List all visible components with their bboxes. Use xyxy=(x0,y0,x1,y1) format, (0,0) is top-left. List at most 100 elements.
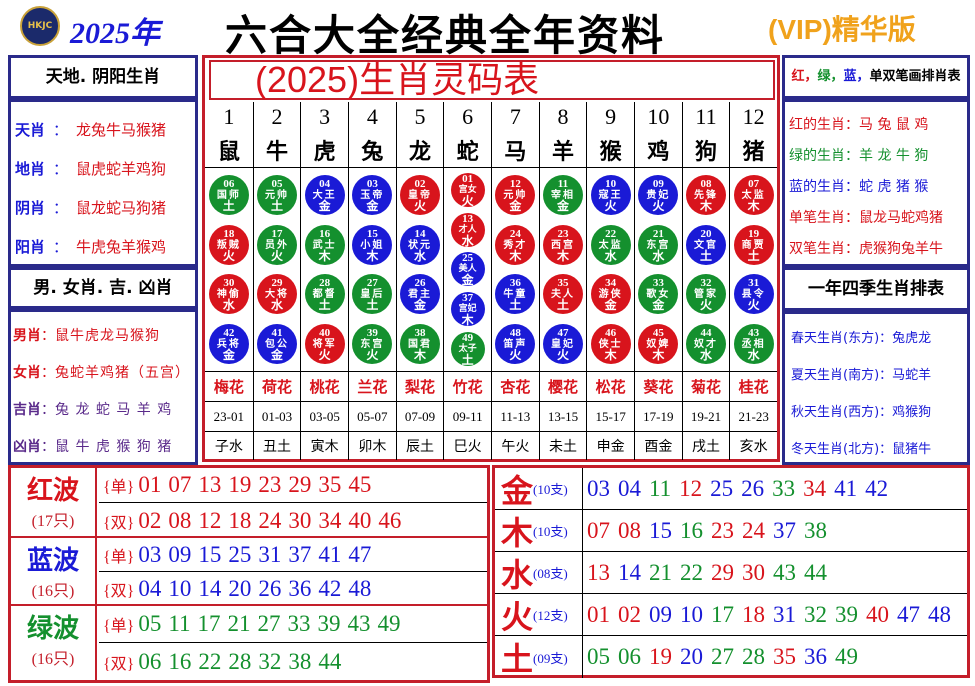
wave-number: 38 xyxy=(288,648,312,674)
ball-name: 元帅 xyxy=(503,189,528,201)
hours-cell: 13-15 xyxy=(538,402,587,431)
wave-number: 43 xyxy=(347,611,371,636)
list-key: 红的生肖 xyxy=(789,116,845,133)
parity-tag: {单} xyxy=(103,479,135,496)
wave-block-blue: 蓝波 (16只) {单} 03 09 15 25 31 37 41 47 {双} 04 10 14 20 26 3… xyxy=(11,538,487,606)
hours-cell: 05-07 xyxy=(348,402,396,431)
ball-element: 木 xyxy=(747,198,760,213)
element-number: 31 xyxy=(773,601,796,627)
ball-number: 45 xyxy=(652,327,664,340)
page-title: 六合大全经典全年资料 xyxy=(225,11,666,60)
ball-name: 太子 xyxy=(458,344,477,355)
number-ball: 14 状元水 xyxy=(399,224,440,265)
column-number: 4 xyxy=(348,102,396,132)
ball-number: 36 xyxy=(509,277,521,290)
branch-element-cell: 酉金 xyxy=(634,432,682,460)
ball-number: 48 xyxy=(509,327,521,340)
number-ball: 20 文官土 xyxy=(685,224,726,265)
element-number: 38 xyxy=(804,517,827,543)
ball-name: 玉帝 xyxy=(360,189,385,201)
number-ball: 21 东宫水 xyxy=(638,224,679,265)
wave-number: 33 xyxy=(287,611,311,636)
element-number: 39 xyxy=(835,601,858,627)
element-number: 13 xyxy=(587,559,610,585)
list-item: 夏天生肖(南方)：马蛇羊 xyxy=(785,355,967,392)
hours-cell: 09-11 xyxy=(443,402,491,431)
hours-cell: 01-03 xyxy=(252,402,301,431)
ball-element: 木 xyxy=(556,248,569,263)
element-number: 04 xyxy=(618,475,641,501)
element-number: 27 xyxy=(711,644,734,669)
wave-name: 绿波 xyxy=(26,614,79,644)
wave-number: 26 xyxy=(258,576,282,601)
number-ball: 40 将军火 xyxy=(304,324,345,365)
ball-number: 43 xyxy=(748,327,760,340)
ball-name: 皇后 xyxy=(360,289,385,301)
wave-number: 12 xyxy=(198,507,222,533)
flower-row: 梅花 荷花 桃花 兰花 梨花 竹花 杏花 樱花 松花 葵花 菊花 桂花 xyxy=(205,371,777,401)
ball-element: 木 xyxy=(604,348,617,363)
ball-element: 火 xyxy=(699,298,712,313)
ball-name: 皇妃 xyxy=(550,339,575,351)
color-stroke-title: 红，绿，蓝，单双笔画排肖表 xyxy=(782,55,970,99)
ball-name: 宰相 xyxy=(550,189,575,201)
ball-number: 08 xyxy=(700,177,712,190)
wave-number: 02 xyxy=(138,507,162,533)
list-value: 鼠 牛 虎 猴 狗 猪 xyxy=(55,438,173,455)
number-ball: 29 大将水 xyxy=(256,274,297,315)
branch-element-cell: 午火 xyxy=(491,432,539,460)
ball-element: 金 xyxy=(270,348,283,363)
element-number: 33 xyxy=(772,475,796,501)
ball-name: 管家 xyxy=(693,289,718,301)
flower-cell: 杏花 xyxy=(491,372,539,401)
element-char: 金 xyxy=(501,471,534,510)
title-part: 单双笔画排肖表 xyxy=(869,69,961,84)
branch-element-cell: 丑土 xyxy=(252,432,301,460)
element-label: 金 (10支) xyxy=(495,468,583,510)
ball-name: 奴婢 xyxy=(646,339,671,351)
ball-name: 大将 xyxy=(264,289,289,301)
list-key: 吉肖 xyxy=(13,401,41,418)
number-ball: 05 元帅土 xyxy=(256,174,297,215)
colon: ： xyxy=(41,327,55,344)
ball-element: 火 xyxy=(509,348,522,363)
ball-element: 金 xyxy=(556,198,569,213)
colon: ： xyxy=(879,442,893,457)
element-number: 07 xyxy=(587,517,610,543)
list-item: 单笔生肖：鼠龙马蛇鸡猪 xyxy=(785,201,967,232)
number-ball: 12 元帅金 xyxy=(495,174,536,215)
heaven-earth-list: 天肖 ： 龙兔牛马猴猪 地肖 ： 鼠虎蛇羊鸡狗 阴肖 ： 鼠龙蛇马狗猪 阳肖 ： 牛虎兔羊猴鸡 xyxy=(8,99,198,267)
list-item: 秋天生肖(西方)：鸡猴狗 xyxy=(785,392,967,429)
zodiac-cell: 鼠 xyxy=(217,138,240,165)
number-ball: 01 宫女火 xyxy=(450,172,485,207)
element-number: 02 xyxy=(618,601,641,627)
column-number: 3 xyxy=(300,102,348,132)
ball-element: 火 xyxy=(652,198,665,213)
flower-cell: 葵花 xyxy=(634,372,682,401)
ball-name: 宫女 xyxy=(458,184,477,195)
number-ball: 24 秀才木 xyxy=(495,224,536,265)
number-ball: 17 员外火 xyxy=(256,224,297,265)
parity-tag: {双} xyxy=(103,583,135,600)
zodiac-code-table: (2025)生肖灵码表 1 2 3 4 5 6 7 8 9 10 11 12 鼠牛虎兔龙蛇马羊猴鸡狗猪… xyxy=(202,55,780,462)
ball-number: 07 xyxy=(748,177,760,190)
ball-number: 15 xyxy=(366,227,378,240)
wave-number: 22 xyxy=(198,648,222,674)
ball-name: 叛贼 xyxy=(216,239,241,251)
number-ball: 26 君主金 xyxy=(399,274,440,315)
ball-element: 水 xyxy=(222,298,235,313)
list-key: 天肖 xyxy=(15,121,46,139)
ball-number: 13 xyxy=(462,212,474,225)
wave-row-even: {双} 04 10 14 20 26 36 42 48 xyxy=(99,572,487,606)
wave-number: 35 xyxy=(318,472,342,497)
ball-number: 18 xyxy=(223,227,235,240)
column-number: 12 xyxy=(729,102,777,132)
ball-number: 38 xyxy=(414,327,426,340)
element-number: 01 xyxy=(587,601,610,627)
element-number: 17 xyxy=(711,601,734,627)
ball-element: 金 xyxy=(461,273,474,288)
wave-number: 03 xyxy=(138,541,162,567)
ball-column: 04 大王金 16 武士木 28 都督土 40 将军火 xyxy=(300,168,348,371)
ball-column: 03 玉帝金 15 小姐木 27 皇后土 39 东宫火 xyxy=(348,168,396,371)
wave-number: 34 xyxy=(318,507,342,533)
